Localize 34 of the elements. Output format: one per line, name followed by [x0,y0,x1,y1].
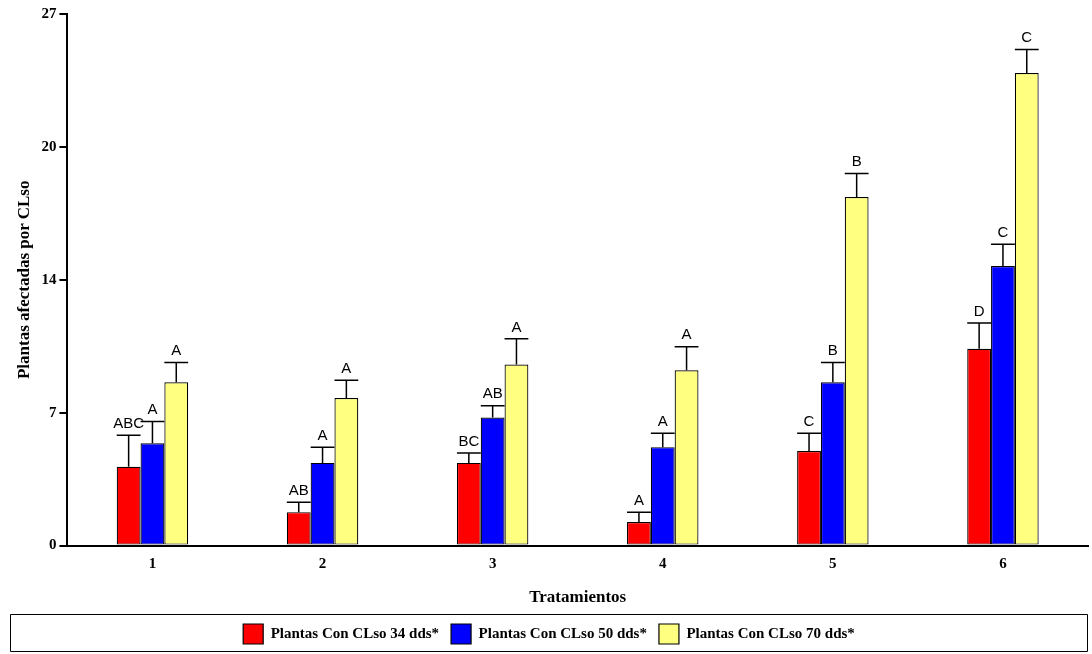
data-label: A [171,341,182,359]
y-axis-title: Plantas afectadas por CLso [13,180,33,380]
y-tick-label: 7 [48,403,57,420]
data-label: B [851,152,862,170]
data-label: A [633,490,644,508]
data-label: A [317,425,328,443]
data-label: ABC [113,413,145,431]
data-label: D [973,301,985,319]
x-tick-label: 1 [148,555,157,572]
data-label: A [147,400,158,418]
x-tick-label: 3 [488,555,497,572]
data-label: A [511,317,522,335]
data-label: BC [458,431,480,449]
x-tick-label: 5 [829,555,837,572]
data-label: A [657,412,668,430]
x-tick-label: 2 [318,555,327,572]
data-label: B [827,341,838,359]
y-tick-label: 14 [41,270,57,287]
y-tick-label: 0 [48,536,57,553]
data-label: A [681,325,692,343]
x-axis-title: Tratamientos [529,587,627,607]
data-label: C [1021,28,1033,46]
legend-label: Plantas Con CLso 70 dds* [686,624,855,641]
data-label: C [803,412,815,430]
x-tick-label: 4 [659,555,667,572]
data-label: AB [482,384,503,402]
y-tick-label: 20 [41,137,57,154]
y-tick-label: 27 [41,4,57,21]
x-tick-label: 6 [999,555,1008,572]
data-label: C [997,223,1009,240]
legend-label: Plantas Con CLso 50 dds* [478,624,647,641]
data-label: AB [288,480,309,498]
data-label: A [341,358,352,376]
legend-label: Plantas Con CLso 34 dds* [270,624,440,641]
